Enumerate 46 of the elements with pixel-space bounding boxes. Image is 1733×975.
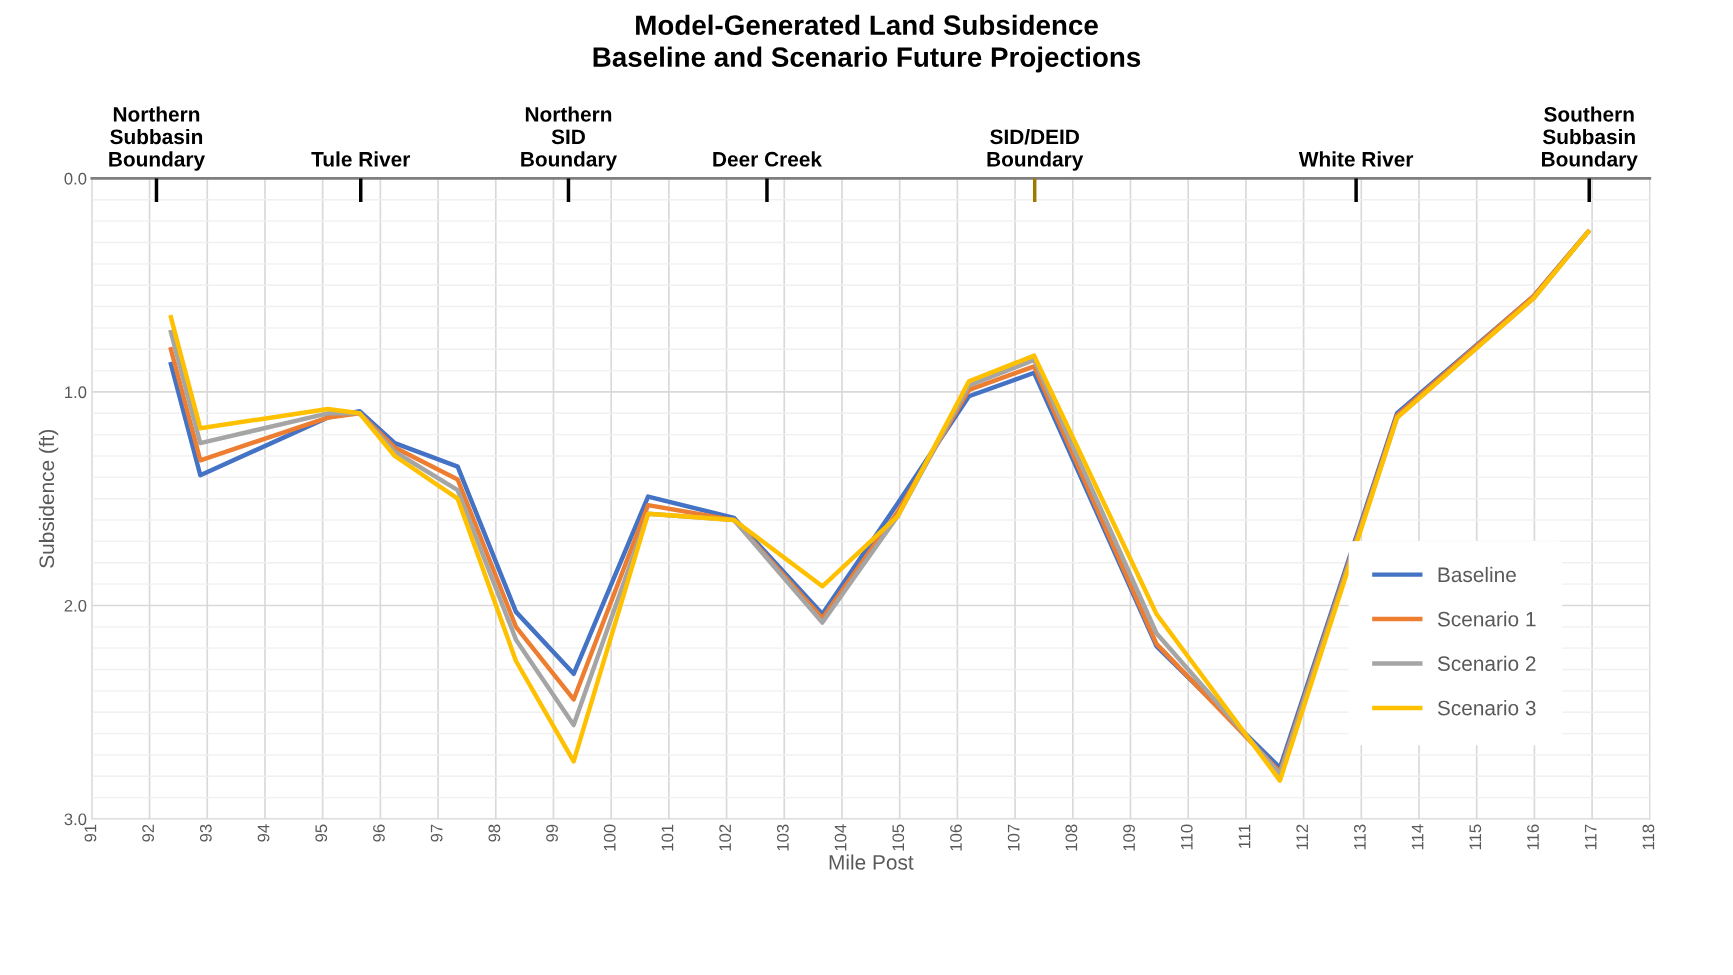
x-tick-label: 99 [546, 824, 558, 842]
ref-line-label: Southern Subbasin Boundary [1542, 106, 1638, 171]
ref-line-label: White River [1298, 151, 1414, 167]
x-tick-label: 111 [1238, 824, 1251, 848]
x-tick-label: 93 [199, 824, 212, 842]
x-tick-label: 109 [1123, 824, 1135, 851]
ref-line-label: Northern SID Boundary [521, 106, 617, 171]
x-tick-label: 108 [1065, 824, 1078, 851]
x-tick-label: 102 [719, 824, 732, 851]
x-axis-title: Mile Post [829, 854, 914, 870]
y-tick-label: 0.0 [64, 172, 87, 185]
x-tick-label: 105 [892, 824, 905, 851]
ref-line-label: Northern Subbasin Boundary [109, 106, 205, 171]
x-tick-label: 115 [1469, 824, 1482, 850]
x-tick-label: 113 [1353, 824, 1366, 850]
x-tick-label: 114 [1411, 824, 1424, 850]
x-tick-label: 95 [315, 824, 328, 842]
x-tick-label: 101 [661, 824, 674, 851]
x-tick-label: 96 [373, 824, 385, 842]
y-tick-label: 2.0 [64, 599, 87, 612]
y-tick-label: 3.0 [64, 813, 87, 826]
x-tick-label: 100 [603, 824, 616, 851]
x-tick-label: 92 [142, 824, 155, 842]
x-tick-label: 118 [1642, 824, 1655, 850]
x-tick-label: 117 [1584, 824, 1597, 850]
ref-line-label: SID/DEID Boundary [987, 128, 1084, 171]
x-tick-label: 97 [430, 824, 443, 842]
x-tick-label: 112 [1296, 824, 1308, 850]
legend-label: Baseline [1438, 566, 1516, 583]
y-axis-title: Subsidence (ft) [38, 429, 59, 568]
x-tick-label: 94 [257, 824, 270, 842]
legend-label: Scenario 2 [1437, 655, 1536, 671]
ref-line-label: Deer Creek [713, 151, 822, 167]
x-tick-label: 110 [1180, 824, 1193, 850]
x-tick-label: 107 [1007, 824, 1020, 851]
y-tick-label: 1.0 [65, 386, 87, 399]
chart-title: Model-Generated Land Subsidence Baseline and Scenario Future Projections [593, 14, 1141, 73]
x-tick-label: 103 [776, 824, 789, 851]
x-tick-label: 104 [834, 824, 847, 851]
x-tick-label: 106 [950, 824, 962, 851]
x-tick-label: 91 [84, 824, 97, 842]
ref-line-label: Tule River [311, 151, 411, 167]
x-tick-label: 116 [1527, 824, 1539, 850]
legend-label: Scenario 1 [1437, 611, 1536, 627]
x-tick-label: 98 [488, 824, 501, 842]
legend-label: Scenario 3 [1437, 700, 1536, 716]
